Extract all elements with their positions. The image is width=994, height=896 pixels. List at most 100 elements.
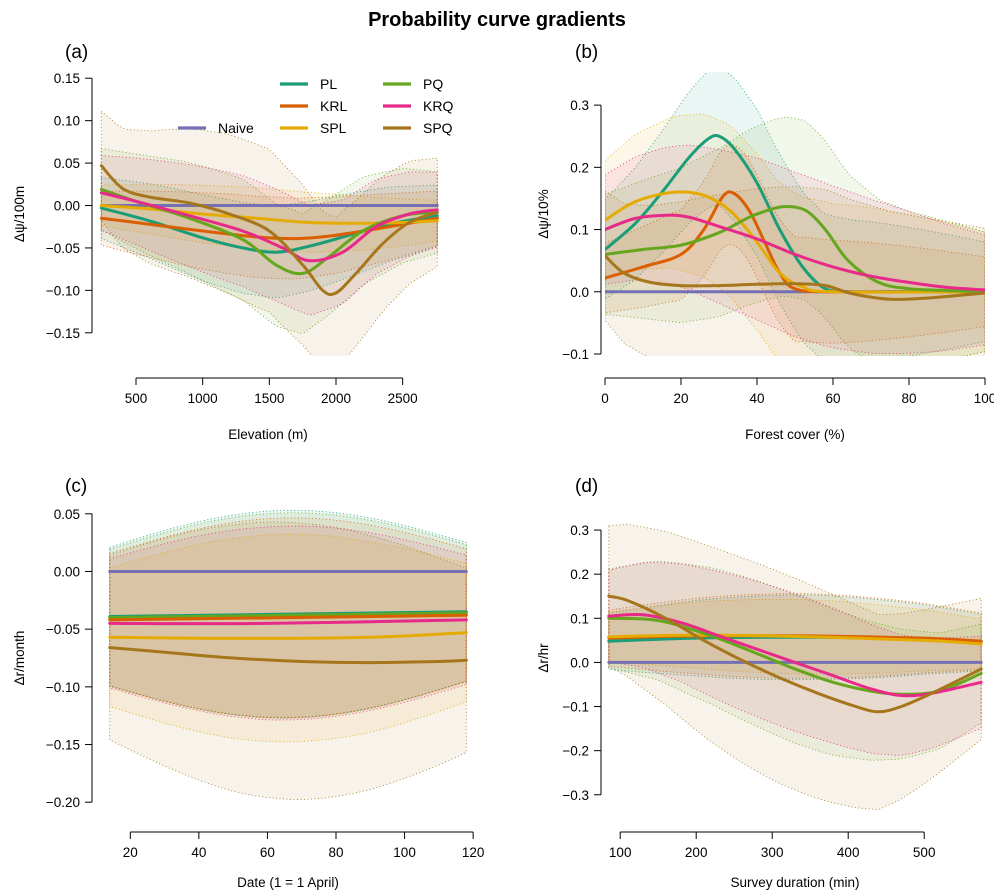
legend-entry-spl: SPL bbox=[280, 120, 347, 136]
x-tick-label: 20 bbox=[673, 391, 688, 406]
y-tick-label: −0.10 bbox=[46, 680, 80, 695]
line-spq bbox=[605, 254, 985, 301]
x-tick-label: 400 bbox=[837, 845, 860, 860]
line-krq bbox=[605, 213, 985, 292]
legend-label: KRL bbox=[320, 98, 347, 114]
line-spq bbox=[99, 164, 439, 297]
x-axis: 0 20 40 60 80 100 Forest cover (%) bbox=[601, 377, 994, 442]
y-axis: −0.15 −0.10 −0.05 0.00 0.05 0.10 0.15 Δψ/100m bbox=[12, 71, 93, 341]
x-tick-label: 40 bbox=[749, 391, 764, 406]
panel-label: (c) bbox=[65, 476, 87, 497]
x-tick-label: 500 bbox=[913, 845, 936, 860]
x-tick-label: 120 bbox=[462, 845, 485, 860]
x-tick-label: 100 bbox=[393, 845, 416, 860]
x-tick-label: 300 bbox=[761, 845, 784, 860]
line-spl bbox=[99, 204, 439, 225]
y-tick-label: 0.15 bbox=[54, 71, 80, 86]
plot-area bbox=[607, 523, 983, 810]
y-tick-label: −0.20 bbox=[46, 795, 80, 810]
panel-a: 500 1000 1500 2000 2500 Elevation (m) −0.15 −0.… bbox=[12, 42, 439, 442]
x-tick-label: 60 bbox=[260, 845, 275, 860]
x-tick-label: 2500 bbox=[388, 391, 418, 406]
x-axis-label: Forest cover (%) bbox=[745, 427, 845, 442]
y-axis-label: Δr/month bbox=[12, 631, 27, 686]
y-tick-label: −0.3 bbox=[562, 788, 589, 803]
y-tick-label: 0.2 bbox=[570, 160, 589, 175]
line-spq bbox=[108, 646, 468, 665]
y-axis-label: Δψ/100m bbox=[12, 186, 27, 242]
figure-title: Probability curve gradients bbox=[368, 9, 626, 31]
band-spq bbox=[100, 110, 438, 356]
plot-area bbox=[605, 72, 985, 356]
line-spq bbox=[607, 594, 983, 714]
x-tick-label: 80 bbox=[328, 845, 343, 860]
x-tick-label: 60 bbox=[825, 391, 840, 406]
series-lines bbox=[607, 594, 983, 714]
y-tick-label: 0.00 bbox=[54, 564, 80, 579]
legend-label: PL bbox=[320, 76, 337, 92]
y-tick-label: 0.3 bbox=[570, 98, 589, 113]
legend-label: KRQ bbox=[423, 98, 453, 114]
legend-label: SPQ bbox=[423, 120, 453, 136]
x-tick-label: 80 bbox=[901, 391, 916, 406]
y-tick-label: 0.0 bbox=[570, 285, 589, 300]
line-spl bbox=[607, 633, 983, 646]
x-tick-label: 500 bbox=[125, 391, 148, 406]
y-tick-label: −0.2 bbox=[562, 744, 589, 759]
x-axis: 100 200 300 400 500 Survey duration (min) bbox=[609, 831, 936, 890]
legend: Naive PL KRL SPL PQ KRQ SPQ bbox=[178, 76, 453, 136]
y-tick-label: 0.0 bbox=[570, 655, 589, 670]
y-axis: −0.3 −0.2 −0.1 0.0 0.1 0.2 0.3 Δr/hr bbox=[536, 523, 602, 803]
panel-label: (b) bbox=[575, 42, 598, 63]
x-tick-label: 20 bbox=[123, 845, 138, 860]
legend-entry-krl: KRL bbox=[280, 98, 347, 114]
band-pq bbox=[605, 116, 985, 356]
panel-b: 0 20 40 60 80 100 Forest cover (%) −0.1 0.0 0.1 0.… bbox=[536, 42, 994, 442]
x-tick-label: 40 bbox=[191, 845, 206, 860]
x-tick-label: 1000 bbox=[188, 391, 218, 406]
line-pq bbox=[108, 611, 468, 620]
x-tick-label: 200 bbox=[685, 845, 708, 860]
legend-entry-pq: PQ bbox=[383, 76, 443, 92]
plot-area bbox=[108, 509, 468, 800]
band-spq bbox=[608, 523, 982, 810]
legend-label: SPL bbox=[320, 120, 347, 136]
plot-area bbox=[99, 110, 439, 356]
x-axis: 500 1000 1500 2000 2500 Elevation (m) bbox=[125, 377, 418, 442]
uncertainty-bands bbox=[608, 523, 982, 810]
y-tick-label: −0.15 bbox=[46, 738, 80, 753]
x-axis-label: Date (1 = 1 April) bbox=[237, 875, 339, 890]
uncertainty-bands bbox=[109, 509, 467, 800]
series-lines bbox=[108, 569, 468, 665]
legend-entry-pl: PL bbox=[280, 76, 337, 92]
x-tick-label: 2000 bbox=[321, 391, 351, 406]
band-krq bbox=[608, 561, 982, 756]
band-krq bbox=[605, 144, 985, 354]
x-axis-label: Elevation (m) bbox=[228, 427, 308, 442]
y-tick-label: 0.05 bbox=[54, 507, 80, 522]
y-tick-label: −0.1 bbox=[562, 700, 589, 715]
y-tick-label: −0.1 bbox=[562, 347, 589, 362]
x-tick-label: 100 bbox=[609, 845, 632, 860]
panel-label: (a) bbox=[65, 42, 88, 63]
y-axis-label: Δr/hr bbox=[536, 643, 551, 673]
x-axis: 20 40 60 80 100 120 Date (1 = 1 April) bbox=[123, 831, 485, 890]
uncertainty-bands bbox=[605, 72, 985, 356]
y-tick-label: 0.1 bbox=[570, 223, 589, 238]
line-pq bbox=[605, 204, 985, 294]
y-tick-label: 0.3 bbox=[570, 523, 589, 538]
legend-entry-krq: KRQ bbox=[383, 98, 453, 114]
line-krl bbox=[108, 613, 468, 622]
band-spl bbox=[605, 113, 985, 356]
y-tick-label: −0.15 bbox=[46, 326, 80, 341]
y-axis: −0.20 −0.15 −0.10 −0.05 0.00 0.05 Δr/month bbox=[12, 507, 93, 810]
panel-label: (d) bbox=[575, 476, 598, 497]
y-tick-label: −0.10 bbox=[46, 283, 80, 298]
series-lines bbox=[99, 164, 439, 297]
y-tick-label: 0.10 bbox=[54, 114, 80, 129]
x-tick-label: 1500 bbox=[254, 391, 284, 406]
y-tick-label: −0.05 bbox=[46, 622, 80, 637]
band-spq bbox=[605, 186, 985, 356]
panel-d: 100 200 300 400 500 Survey duration (min) −0.3… bbox=[536, 476, 983, 890]
